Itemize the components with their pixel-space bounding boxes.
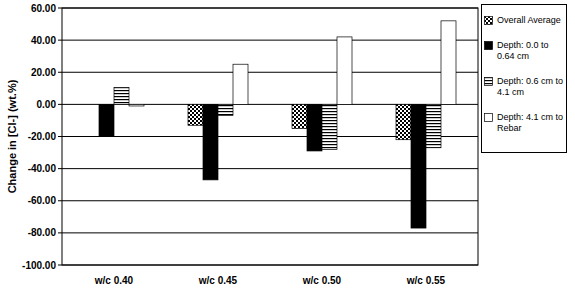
tick-label: -80.00 [28,227,57,238]
tick [58,72,62,73]
tick [58,168,62,169]
bar [188,104,203,125]
tick [58,200,62,201]
bar [426,104,441,147]
tick-label: 60.00 [31,3,56,14]
tick [58,136,62,137]
bar [322,104,337,149]
legend-swatch [484,77,493,86]
legend: Overall Average Depth: 0.0 to 0.64 cm Dept… [481,4,567,153]
legend-item: Depth: 4.1 cm to Rebar [484,112,564,134]
bar [307,104,322,151]
bar [99,104,114,136]
category-label: w/c 0.55 [406,275,446,286]
legend-label: Depth: 0.0 to 0.64 cm [497,40,564,62]
bar [441,21,456,105]
legend-item: Depth: 0.6 cm to 4.1 cm [484,76,564,98]
legend-label: Overall Average [497,15,561,26]
tick [58,265,62,266]
legend-swatch [484,41,493,50]
legend-label: Depth: 4.1 cm to Rebar [497,112,564,134]
legend-label: Depth: 0.6 cm to 4.1 cm [497,76,564,98]
legend-item: Depth: 0.0 to 0.64 cm [484,40,564,62]
tick [58,40,62,41]
tick [58,104,62,105]
legend-swatch [484,16,493,25]
bar [411,104,426,228]
tick-label: 0.00 [37,99,57,110]
category-label: w/c 0.50 [302,275,342,286]
bar [396,104,411,139]
legend-swatch-rect [485,42,493,50]
bar [129,104,144,106]
grid-line [62,232,478,233]
bar [337,37,352,104]
legend-swatch-rect [485,78,493,86]
grid-line [62,40,478,41]
grid-line [62,72,478,73]
bar [84,104,99,105]
tick-label: 20.00 [31,67,56,78]
tick-label: -60.00 [28,195,57,206]
category-label: w/c 0.45 [198,275,238,286]
legend-swatch [484,113,493,122]
bars [99,21,456,228]
tick-label: -20.00 [28,131,57,142]
tick-label: 40.00 [31,35,56,46]
category-label: w/c 0.40 [94,275,134,286]
plot-frame [62,8,478,265]
tick-label: -40.00 [28,163,57,174]
tick-label: -100.00 [22,260,56,271]
page: {"chart_data": {"type": "bar", "y_label"… [0,0,575,296]
bar [114,88,129,105]
y-axis-label: Change in [Cl-] (wt.%) [6,79,18,193]
bar [203,104,218,179]
bar [292,104,307,128]
bar [233,64,248,104]
tick [58,8,62,9]
legend-swatch-rect [485,17,493,25]
legend-item: Overall Average [484,15,564,26]
bar [218,104,233,115]
tick [58,232,62,233]
legend-swatch-rect [485,114,493,122]
